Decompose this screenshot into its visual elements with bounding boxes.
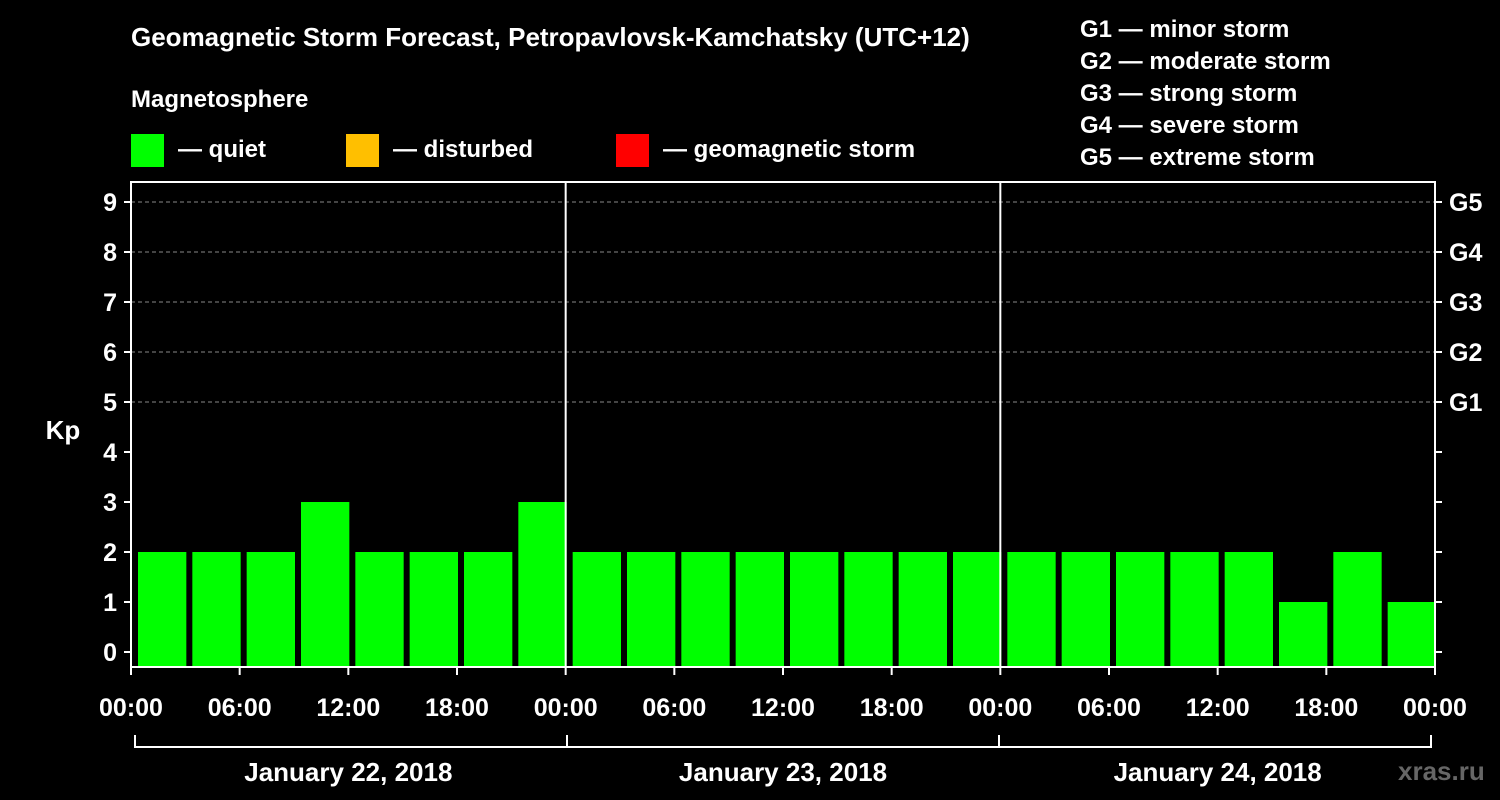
right-axis-label-g5: G5 [1449, 189, 1482, 217]
y-tick-label-4: 4 [103, 439, 117, 467]
kp-bar-21 [1279, 602, 1328, 666]
right-axis-label-g3: G3 [1449, 289, 1482, 317]
kp-bar-14 [898, 552, 947, 666]
kp-bar-3 [301, 502, 350, 666]
kp-bar-17 [1061, 552, 1110, 666]
y-tick-label-7: 7 [103, 289, 117, 317]
day-label-1: January 23, 2018 [679, 757, 887, 787]
storm-scale-g2: G2 — moderate storm [1080, 48, 1331, 75]
kp-bar-12 [790, 552, 839, 666]
x-tick-label-1: 06:00 [208, 694, 272, 722]
kp-bar-13 [844, 552, 893, 666]
x-tick-label-8: 00:00 [968, 694, 1032, 722]
kp-bar-20 [1224, 552, 1273, 666]
legend-swatch-quiet [131, 133, 164, 167]
x-tick-label-9: 06:00 [1077, 694, 1141, 722]
x-tick-label-5: 06:00 [642, 694, 706, 722]
kp-bar-9 [627, 552, 676, 666]
chart-title: Geomagnetic Storm Forecast, Petropavlovs… [131, 22, 970, 52]
x-tick-label-0: 00:00 [99, 694, 163, 722]
x-tick-label-11: 18:00 [1294, 694, 1358, 722]
y-tick-label-9: 9 [103, 189, 117, 217]
y-tick-label-6: 6 [103, 339, 117, 367]
legend-label-disturbed: — disturbed [393, 136, 534, 163]
x-tick-label-12: 00:00 [1403, 694, 1467, 722]
legend-item-quiet: — quiet [131, 133, 266, 167]
kp-bar-16 [1007, 552, 1056, 666]
legend-label-storm: — geomagnetic storm [663, 136, 916, 163]
y-tick-label-0: 0 [103, 639, 117, 667]
kp-bar-5 [409, 552, 458, 666]
x-tick-label-10: 12:00 [1186, 694, 1250, 722]
x-tick-label-7: 18:00 [860, 694, 924, 722]
legend-item-storm: — geomagnetic storm [616, 133, 915, 167]
x-tick-label-2: 12:00 [316, 694, 380, 722]
legend-item-disturbed: — disturbed [346, 133, 533, 167]
storm-scale-g1: G1 — minor storm [1080, 16, 1290, 43]
x-tick-label-4: 00:00 [534, 694, 598, 722]
right-axis-label-g1: G1 [1449, 389, 1482, 417]
kp-bar-23 [1387, 602, 1436, 666]
kp-bar-1 [192, 552, 241, 666]
kp-bar-7 [518, 502, 567, 666]
right-axis-label-g4: G4 [1449, 239, 1482, 267]
kp-bar-2 [246, 552, 295, 666]
y-axis-label: Kp [46, 415, 81, 445]
magnetosphere-legend-title: Magnetosphere [131, 86, 309, 113]
y-tick-label-8: 8 [103, 239, 117, 267]
storm-scale-g4: G4 — severe storm [1080, 112, 1299, 139]
day-label-2: January 24, 2018 [1114, 757, 1322, 787]
legend-swatch-storm [616, 133, 649, 167]
y-tick-label-5: 5 [103, 389, 117, 417]
x-tick-label-3: 18:00 [425, 694, 489, 722]
storm-scale-g3: G3 — strong storm [1080, 80, 1298, 107]
kp-bar-0 [138, 552, 187, 666]
watermark: xras.ru [1398, 756, 1485, 786]
kp-bar-22 [1333, 552, 1382, 666]
kp-bar-15 [953, 552, 1002, 666]
legend-swatch-disturbed [346, 133, 379, 167]
kp-bar-19 [1170, 552, 1219, 666]
y-tick-label-3: 3 [103, 489, 117, 517]
storm-scale-g5: G5 — extreme storm [1080, 144, 1315, 171]
y-tick-label-1: 1 [103, 589, 117, 617]
kp-bar-11 [735, 552, 784, 666]
kp-bar-10 [681, 552, 730, 666]
kp-bar-6 [464, 552, 513, 666]
x-tick-label-6: 12:00 [751, 694, 815, 722]
kp-bar-4 [355, 552, 404, 666]
right-axis-label-g2: G2 [1449, 339, 1482, 367]
legend-label-quiet: — quiet [178, 136, 266, 163]
kp-bar-8 [572, 552, 621, 666]
day-label-0: January 22, 2018 [244, 757, 452, 787]
kp-bar-18 [1116, 552, 1165, 666]
storm-scale-legend: G1 — minor storm G2 — moderate storm G3 … [1080, 14, 1490, 174]
y-tick-label-2: 2 [103, 539, 117, 567]
